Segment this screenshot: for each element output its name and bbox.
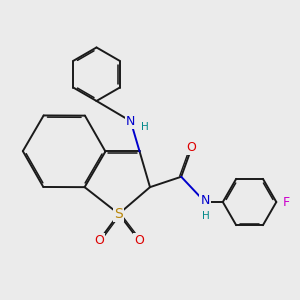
- Text: O: O: [94, 234, 104, 247]
- Text: F: F: [282, 196, 290, 208]
- Text: N: N: [126, 115, 135, 128]
- Text: N: N: [200, 194, 210, 207]
- Text: H: H: [202, 211, 210, 221]
- Text: O: O: [187, 141, 196, 154]
- Text: H: H: [141, 122, 149, 131]
- Text: S: S: [114, 207, 123, 221]
- Text: O: O: [134, 234, 144, 247]
